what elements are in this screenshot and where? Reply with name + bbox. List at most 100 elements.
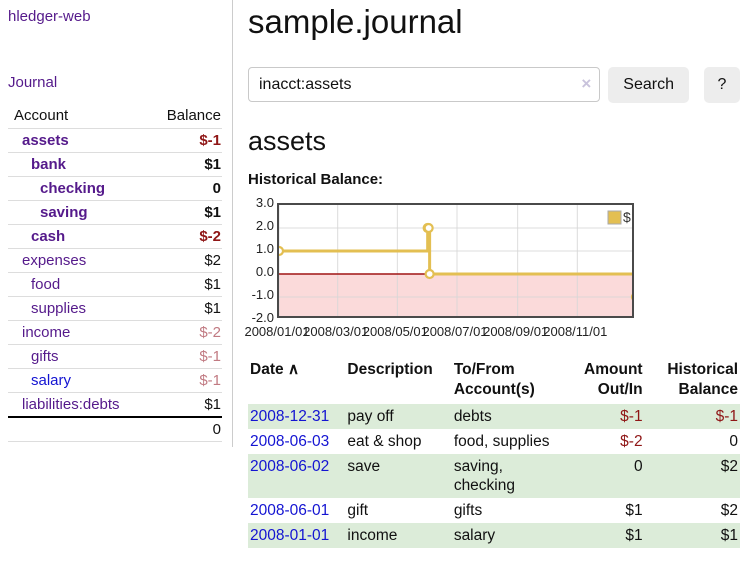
account-link[interactable]: cash xyxy=(31,228,66,245)
account-row: supplies $1 xyxy=(8,296,222,321)
account-balance: $-2 xyxy=(146,224,222,249)
transaction-row: 2008-01-01 income salary $1 $1 xyxy=(248,522,740,548)
total-balance: 0 xyxy=(146,416,222,442)
transaction-description: pay off xyxy=(347,407,394,425)
transaction-description: income xyxy=(347,526,398,544)
main-content: sample.journal × Search ? assets Histori… xyxy=(244,0,740,548)
accounts-column-header: To/From Account(s) xyxy=(453,360,535,398)
transaction-row: 2008-12-31 pay off debts $-1 $-1 xyxy=(248,403,740,429)
transaction-date-cell: 2008-06-02 xyxy=(248,454,345,498)
journal-title: sample.journal xyxy=(248,3,463,40)
transaction-amount: $-2 xyxy=(620,432,643,450)
search-form: × Search ? xyxy=(248,67,740,104)
account-balance: $1 xyxy=(204,396,221,413)
transaction-description: gift xyxy=(347,501,369,519)
account-link[interactable]: bank xyxy=(31,156,67,173)
balance-column-header-main: Historical Balance xyxy=(667,360,738,398)
help-button[interactable]: ? xyxy=(704,67,740,104)
account-row: food $1 xyxy=(8,272,222,297)
transaction-accounts: gifts xyxy=(453,501,483,519)
y-axis-tick-label: 0.0 xyxy=(255,263,274,279)
y-axis-tick-label: 1.0 xyxy=(255,240,274,256)
account-table-header-row: Account Balance xyxy=(8,104,222,129)
register-header-row: Date ∧ Description To/From Account(s) Am… xyxy=(248,358,740,404)
search-input[interactable] xyxy=(248,67,601,103)
account-row: expenses $2 xyxy=(8,248,222,273)
account-row: liabilities:debts $1 xyxy=(8,393,222,418)
data-point-marker xyxy=(423,222,434,234)
account-balance: $-1 xyxy=(146,368,222,393)
y-axis-tick-label: 3.0 xyxy=(255,194,274,210)
legend-label: $ xyxy=(623,209,631,225)
account-balance: $1 xyxy=(146,296,222,321)
description-column-header: Description xyxy=(347,360,433,378)
transaction-description: eat & shop xyxy=(347,432,422,450)
transaction-accounts: debts xyxy=(453,407,492,425)
chart-title: Historical Balance: xyxy=(248,170,384,188)
y-axis-tick-label: 2.0 xyxy=(255,217,274,233)
account-row: cash $-2 xyxy=(8,224,222,249)
date-column-header[interactable]: Date ∧ xyxy=(248,358,345,404)
account-row: saving $1 xyxy=(8,200,222,225)
account-balance: $-2 xyxy=(146,320,222,345)
account-row: checking 0 xyxy=(8,176,222,201)
transaction-row: 2008-06-01 gift gifts $1 $2 xyxy=(248,498,740,523)
transaction-accounts: food, supplies xyxy=(453,432,550,450)
transaction-date-link[interactable]: 2008-06-03 xyxy=(250,432,330,450)
data-point-marker xyxy=(424,268,435,280)
account-link[interactable]: assets xyxy=(22,132,69,149)
transaction-row: 2008-06-03 eat & shop food, supplies $-2 0 xyxy=(248,429,740,454)
x-axis-tick-label: 2008/07/01 xyxy=(422,323,488,339)
account-balance: $1 xyxy=(146,272,222,297)
account-link[interactable]: checking xyxy=(40,180,106,197)
account-balance-table: Account Balance assets $-1 bank $1 checking 0… xyxy=(8,104,222,442)
transaction-amount: $1 xyxy=(625,526,643,544)
total-row-spacer xyxy=(8,416,147,442)
amount-column-header: Amount Out/In xyxy=(584,360,643,398)
register-table: Date ∧ Description To/From Account(s) Am… xyxy=(248,358,740,548)
account-link[interactable]: salary xyxy=(31,372,72,389)
transaction-date-cell: 2008-06-01 xyxy=(248,498,345,523)
account-link[interactable]: food xyxy=(31,276,61,293)
account-link[interactable]: income xyxy=(22,324,71,341)
account-column-header: Account xyxy=(8,104,147,129)
negative-region xyxy=(279,273,632,316)
x-axis-tick-label: 2008/01/01 xyxy=(244,323,310,339)
transaction-date-link[interactable]: 2008-01-01 xyxy=(250,526,330,544)
sort-ascending-icon: ∧ xyxy=(287,360,300,378)
transaction-date-link[interactable]: 2008-06-02 xyxy=(250,457,330,475)
x-axis-tick-label: 2008/11/01 xyxy=(543,323,608,339)
transaction-date-link[interactable]: 2008-12-31 xyxy=(250,407,330,425)
account-link[interactable]: saving xyxy=(40,204,88,221)
search-button[interactable]: Search xyxy=(608,67,689,104)
transaction-description: save xyxy=(347,457,381,475)
transaction-balance: $2 xyxy=(720,501,738,519)
brand-link[interactable]: hledger-web xyxy=(8,8,91,25)
account-balance: $2 xyxy=(146,248,222,273)
historical-balance-chart: $3.0 2.0 1.0 0.0 -1.0 -2.0 2008/01/01 2008/03/0… xyxy=(244,194,718,344)
x-axis-tick-label: 2008/03/01 xyxy=(303,323,369,339)
account-link[interactable]: supplies xyxy=(31,300,87,317)
account-balance: $1 xyxy=(146,152,222,177)
account-link[interactable]: expenses xyxy=(22,252,87,269)
account-balance: $1 xyxy=(146,200,222,225)
total-row: 0 xyxy=(8,416,222,442)
account-balance: $-1 xyxy=(146,344,222,369)
account-link[interactable]: liabilities:debts xyxy=(22,396,120,413)
data-point-marker xyxy=(279,245,285,257)
account-link[interactable]: gifts xyxy=(31,348,59,365)
clear-search-icon[interactable]: × xyxy=(581,74,592,94)
register-table-body: 2008-12-31 pay off debts $-1 $-1 2008-06-03 ea… xyxy=(248,403,740,548)
transaction-accounts: saving, checking xyxy=(453,457,515,494)
y-axis-tick-label: -2.0 xyxy=(251,309,274,325)
balance-column-header: Balance xyxy=(146,104,222,129)
transaction-date-cell: 2008-01-01 xyxy=(248,523,345,548)
transaction-date-link[interactable]: 2008-06-01 xyxy=(250,501,330,519)
transaction-balance: $1 xyxy=(720,526,738,544)
nav-journal-link[interactable]: Journal xyxy=(8,74,58,91)
x-axis-tick-label: 2008/09/01 xyxy=(483,323,549,339)
transaction-amount: $-1 xyxy=(620,407,643,425)
x-axis-tick-label: 2008/05/01 xyxy=(362,323,428,339)
legend-swatch xyxy=(607,210,622,225)
